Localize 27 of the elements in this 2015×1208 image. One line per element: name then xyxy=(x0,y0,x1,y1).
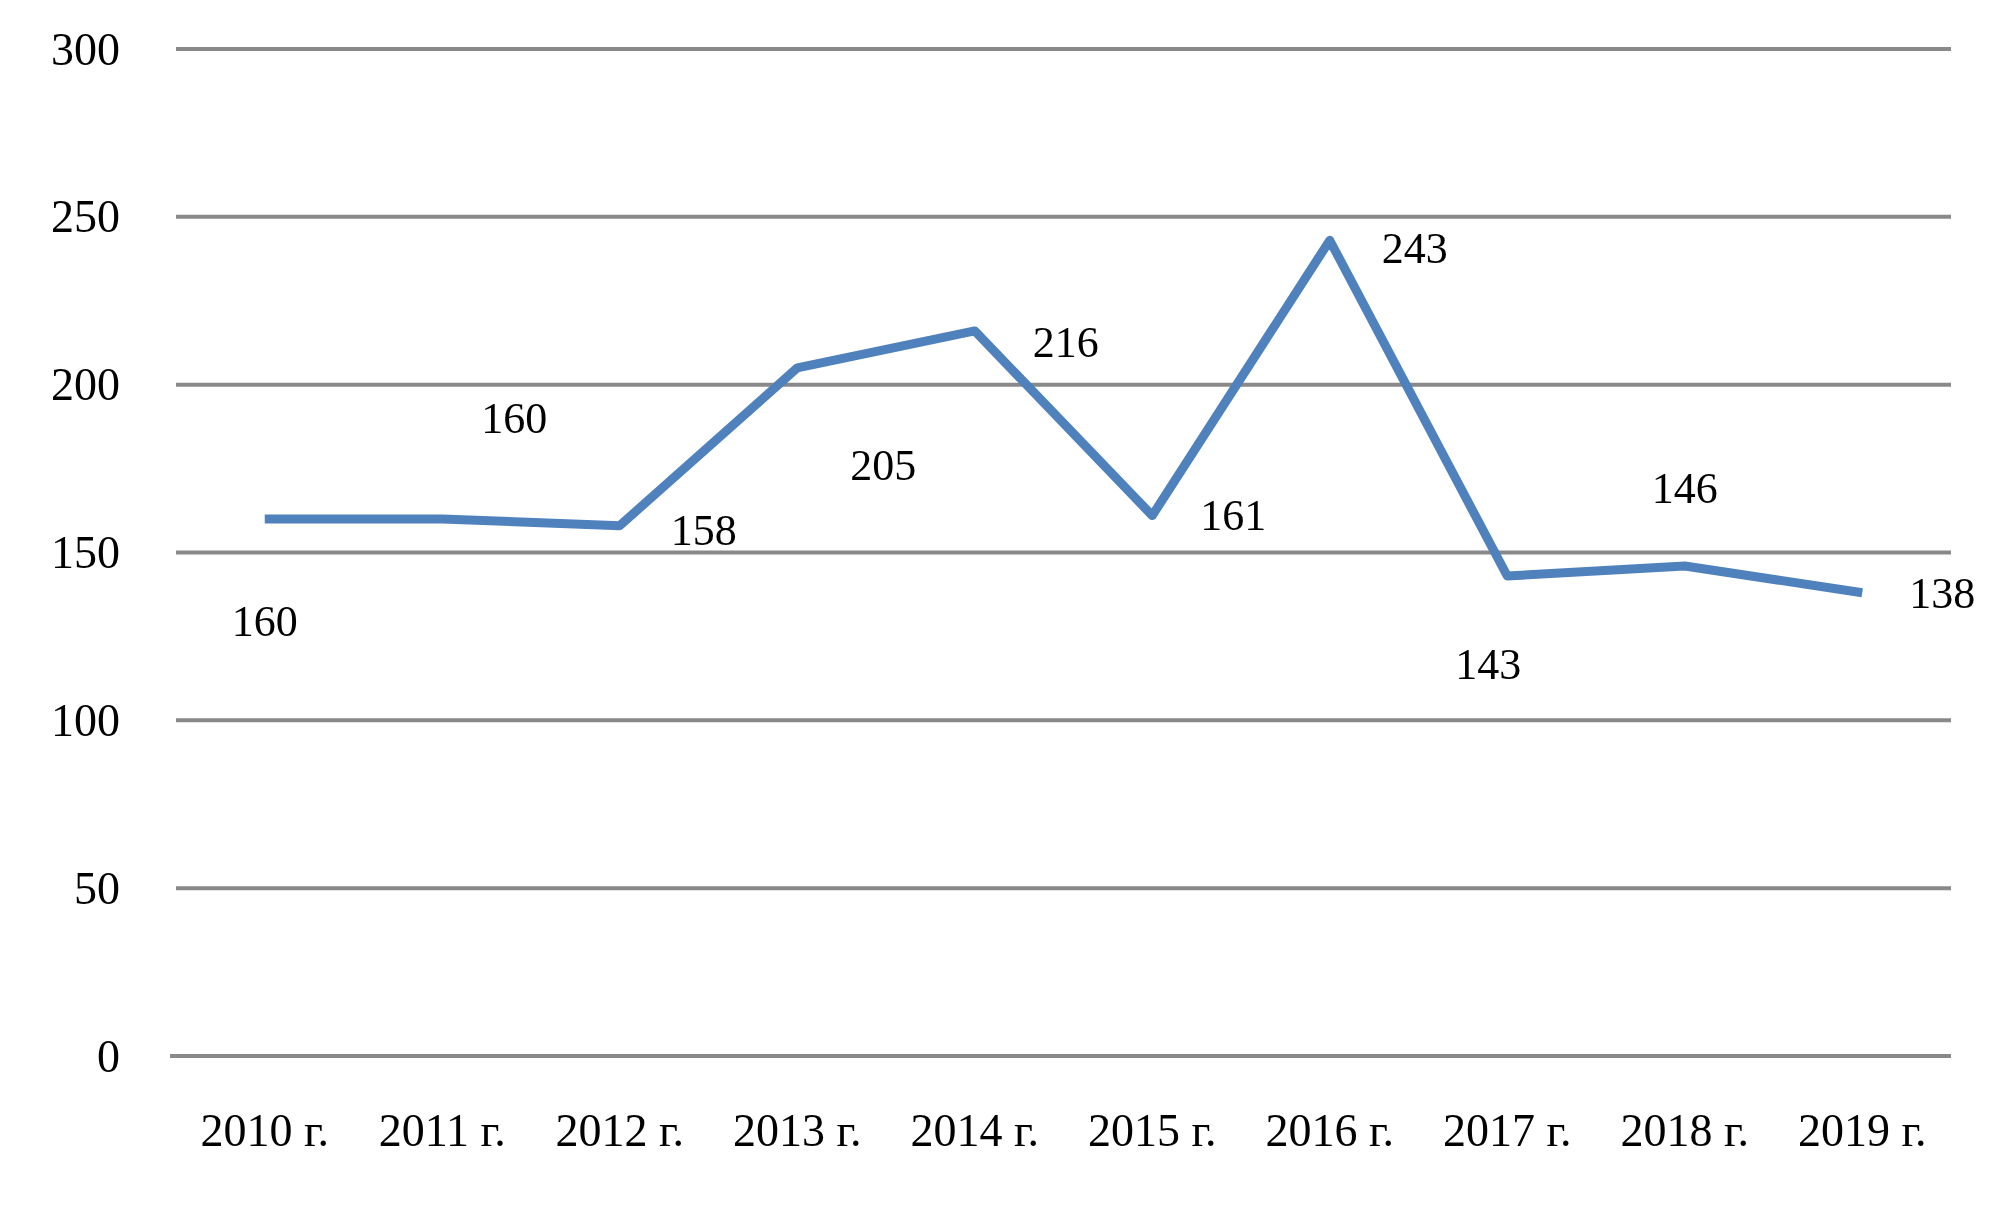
data-label: 143 xyxy=(1455,640,1522,690)
x-tick-label: 2011 г. xyxy=(378,1105,506,1156)
data-label: 161 xyxy=(1200,491,1267,541)
x-tick-label: 2010 г. xyxy=(200,1105,330,1156)
y-tick-label: 200 xyxy=(51,359,120,411)
y-tick-label: 50 xyxy=(74,862,120,914)
y-tick-label: 100 xyxy=(51,694,120,746)
data-label: 243 xyxy=(1381,223,1448,273)
data-label: 216 xyxy=(1032,318,1099,368)
data-label: 160 xyxy=(481,394,548,444)
x-tick-label: 2014 г. xyxy=(910,1105,1040,1156)
y-tick-label: 250 xyxy=(51,191,120,243)
x-tick-label: 2017 г. xyxy=(1442,1105,1572,1156)
y-tick-label: 150 xyxy=(51,527,120,578)
data-label: 138 xyxy=(1909,569,1976,619)
data-label: 158 xyxy=(670,506,737,556)
y-tick-label: 0 xyxy=(97,1030,120,1082)
data-label: 146 xyxy=(1651,464,1718,514)
data-label: 160 xyxy=(231,597,298,647)
x-tick-label: 2018 г. xyxy=(1620,1105,1750,1156)
x-tick-label: 2015 г. xyxy=(1087,1105,1217,1156)
y-tick-label: 300 xyxy=(51,23,120,75)
x-tick-label: 2016 г. xyxy=(1265,1105,1395,1156)
x-tick-label: 2019 г. xyxy=(1797,1105,1927,1156)
x-tick-label: 2013 г. xyxy=(732,1105,862,1156)
x-tick-label: 2012 г. xyxy=(555,1105,685,1156)
data-label: 205 xyxy=(850,441,917,491)
